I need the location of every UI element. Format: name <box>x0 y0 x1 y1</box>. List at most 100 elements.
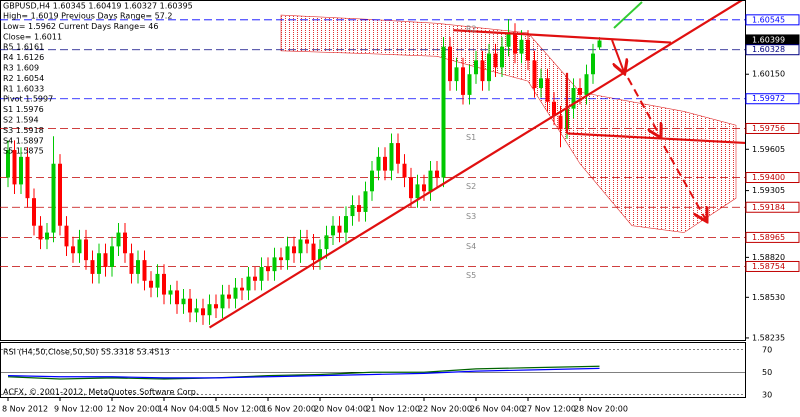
candle-body <box>77 239 82 254</box>
candle-body <box>513 32 517 54</box>
candle-body <box>461 67 465 95</box>
info-line: R3 1.609 <box>3 64 39 73</box>
candle-body <box>337 225 342 233</box>
candle-body <box>558 115 563 130</box>
candle-body <box>305 239 309 244</box>
rsi-line <box>7 367 600 379</box>
candle-body <box>129 253 134 274</box>
candle-body <box>175 290 179 305</box>
info-line: Close= 1.6011 <box>3 32 62 41</box>
info-line: R1 1.6033 <box>3 84 44 93</box>
candle-body <box>571 88 576 109</box>
info-line: S2 1.594 <box>3 116 39 125</box>
candle-body <box>201 308 205 316</box>
level-box <box>745 14 800 26</box>
candle-body <box>584 74 589 95</box>
candle-body <box>344 216 348 233</box>
level-box <box>745 122 800 134</box>
info-line: R5 1.6161 <box>3 43 44 52</box>
candle-body <box>253 276 257 281</box>
x-tick-label: 26 Nov 04:00 <box>470 405 524 414</box>
candle-body <box>532 60 537 88</box>
candle-body <box>298 239 303 254</box>
y-tick-label: 1.59605 <box>752 145 785 154</box>
x-tick-label: 21 Nov 12:00 <box>366 405 420 414</box>
candle-body <box>266 267 270 272</box>
candle-body <box>376 156 381 171</box>
rsi-tick-label: 70 <box>762 345 772 354</box>
x-tick-label: 8 Nov 2012 <box>2 405 48 414</box>
y-tick-label: 1.58530 <box>752 293 785 302</box>
x-tick-label: 22 Nov 20:00 <box>418 405 472 414</box>
candle-body <box>552 101 556 116</box>
candle-body <box>19 156 23 185</box>
x-tick-label: 20 Nov 04:00 <box>314 405 368 414</box>
trendline <box>453 29 672 44</box>
candle-body <box>480 60 485 82</box>
candle-body <box>500 46 504 68</box>
candle-body <box>363 191 368 212</box>
rsi-title: RSI (H4,50,Close,50,50) 55.3318 53.4513 <box>3 348 170 357</box>
candle-body <box>396 143 400 164</box>
level-label: 1.58965 <box>752 233 785 242</box>
candle-body <box>227 294 231 299</box>
level-label: 1.59184 <box>752 203 785 212</box>
candle-body <box>38 225 43 240</box>
y-tick-label: 1.59305 <box>752 186 785 195</box>
candle-body <box>591 53 595 75</box>
candle-body <box>103 253 108 268</box>
level-name: R2 <box>466 24 477 33</box>
level-label: 1.58754 <box>752 262 785 271</box>
candle-body <box>240 287 244 291</box>
info-line: R4 1.6126 <box>3 53 44 62</box>
candle-body <box>506 32 511 47</box>
candle-body <box>402 163 407 178</box>
trendline <box>208 1 743 329</box>
candle-body <box>51 163 56 233</box>
candle-body <box>116 232 121 247</box>
candle-body <box>214 304 218 309</box>
level-label: 1.59400 <box>752 173 785 182</box>
level-label: 1.60399 <box>752 35 785 44</box>
info-line: S4 1.5897 <box>3 136 44 145</box>
candle-body <box>578 88 582 95</box>
level-label: 1.60328 <box>752 45 785 54</box>
candle-body <box>194 308 199 313</box>
x-tick-label: 12 Nov 20:00 <box>106 405 160 414</box>
candle-body <box>246 276 251 291</box>
info-line: High= 1.6019 Previous Days Range= 57.2 <box>3 12 172 21</box>
candle-body <box>97 253 101 274</box>
candle-body <box>311 243 316 261</box>
candle-body <box>357 205 361 212</box>
candle-body <box>142 260 147 281</box>
candle-body <box>45 232 49 240</box>
level-label: 1.59972 <box>752 94 785 103</box>
candle-body <box>12 149 17 185</box>
candle-body <box>259 267 264 281</box>
candle-body <box>233 287 238 299</box>
x-tick-label: 16 Nov 20:00 <box>262 405 316 414</box>
candle-body <box>324 235 329 250</box>
info-line: S5 1.5875 <box>3 147 44 156</box>
candle-body <box>474 60 478 75</box>
x-tick-label: 28 Nov 20:00 <box>574 405 628 414</box>
x-tick-label: 15 Nov 12:00 <box>210 405 264 414</box>
candle-body <box>32 198 36 226</box>
candle-body <box>155 273 160 288</box>
rsi-panel <box>0 342 746 398</box>
candle-body <box>84 239 88 261</box>
candle-body <box>162 273 166 295</box>
candle-body <box>422 184 426 192</box>
level-name: S3 <box>466 212 476 221</box>
candle-body <box>389 143 394 171</box>
level-box <box>745 44 800 56</box>
info-line: R2 1.6054 <box>3 74 44 83</box>
level-box <box>745 93 800 105</box>
rsi-tick-label: 30 <box>762 390 772 399</box>
candle-body <box>90 260 95 274</box>
candle-body <box>6 149 10 178</box>
candle-body <box>539 78 543 88</box>
level-name: S5 <box>466 271 476 280</box>
y-tick-label: 1.58235 <box>752 333 785 342</box>
footer: ACFX, © 2001-2012, MetaQuotes Software C… <box>3 388 198 397</box>
